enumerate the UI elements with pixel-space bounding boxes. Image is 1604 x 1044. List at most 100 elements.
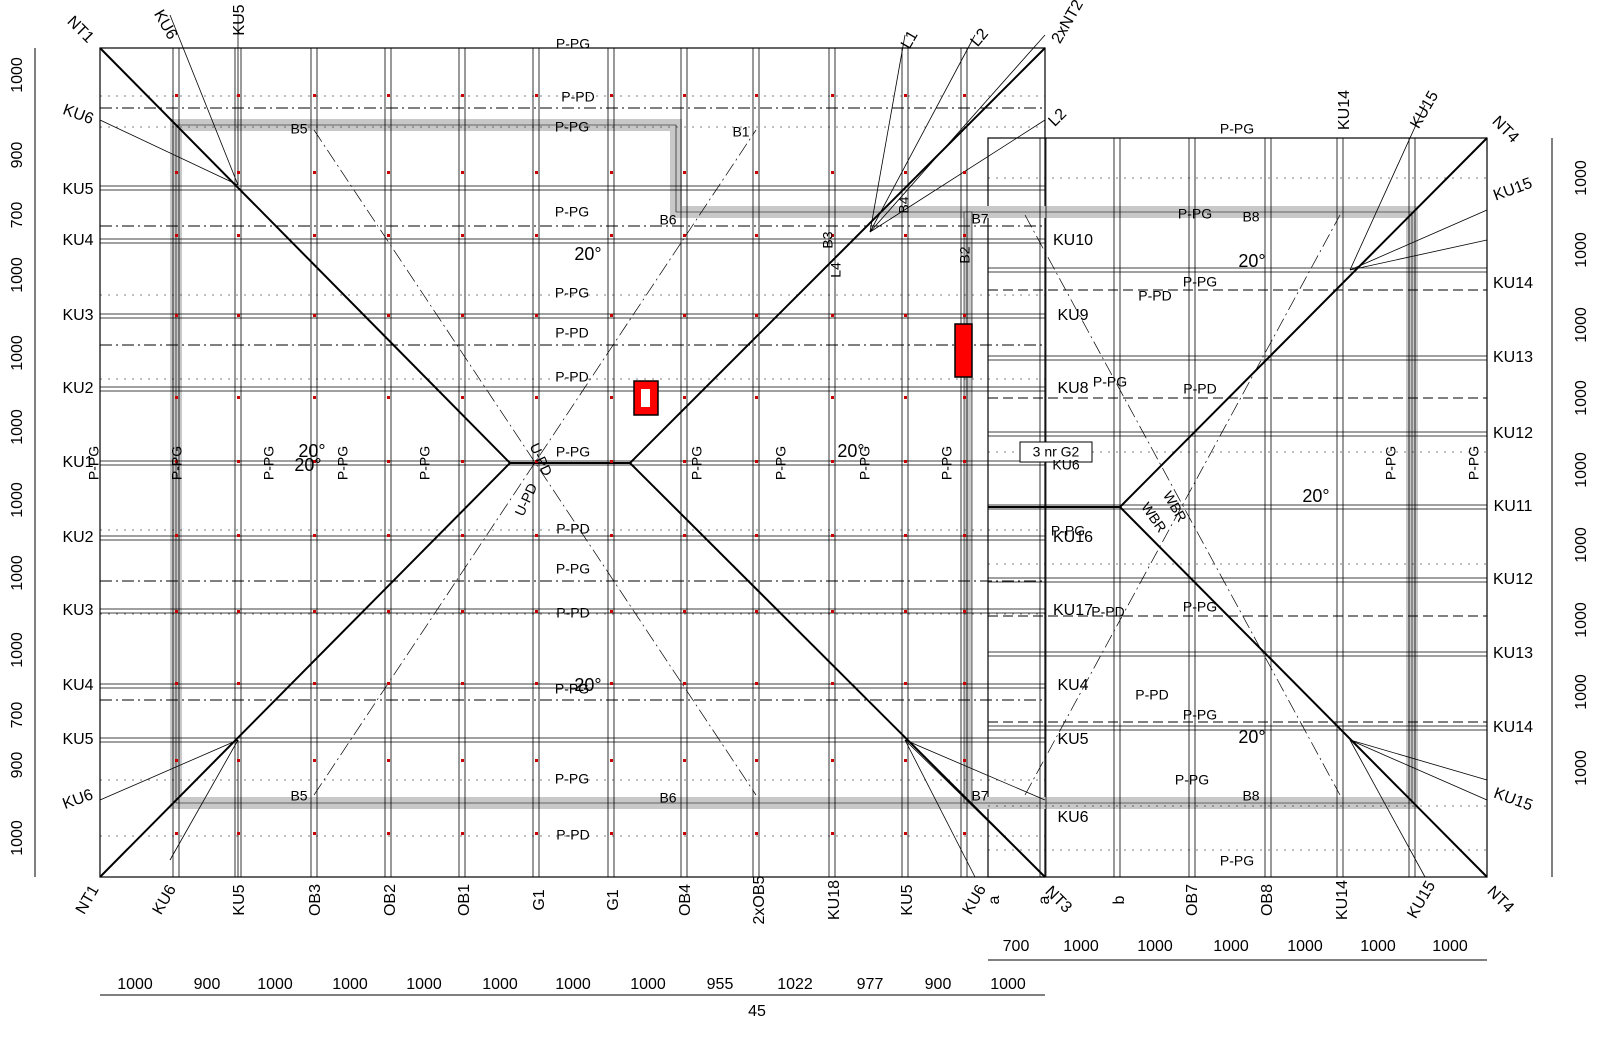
fastener-marker <box>387 314 390 317</box>
fastener-marker <box>237 534 240 537</box>
batten-label: P-PG <box>555 119 589 135</box>
fastener-marker <box>313 682 316 685</box>
fastener-marker <box>387 396 390 399</box>
bottom-label: KU14 <box>1334 880 1351 920</box>
fastener-marker <box>535 94 538 97</box>
fastener-marker <box>175 460 178 463</box>
fastener-marker <box>904 610 907 613</box>
side-label: KU15 <box>1491 785 1535 815</box>
fastener-marker <box>963 682 966 685</box>
fastener-marker <box>610 759 613 762</box>
diagonal-line <box>313 129 757 796</box>
fastener-marker <box>683 171 686 174</box>
dim-label: 700 <box>9 202 26 229</box>
dim-label: 1000 <box>1213 938 1249 955</box>
fastener-marker <box>963 832 966 835</box>
dim-label: 45 <box>748 1003 766 1020</box>
fan-line <box>1349 739 1426 878</box>
fastener-marker <box>313 171 316 174</box>
bottom-label: OB1 <box>456 884 473 916</box>
fastener-marker <box>461 682 464 685</box>
pitch-label: 20° <box>1302 486 1329 506</box>
bottom-label: OB2 <box>382 884 399 916</box>
fastener-marker <box>831 534 834 537</box>
fastener-marker <box>610 534 613 537</box>
batten-label: P-PG <box>1220 121 1254 137</box>
fastener-marker <box>963 171 966 174</box>
pitch-label: 20° <box>294 455 321 475</box>
fastener-marker <box>387 832 390 835</box>
fastener-marker <box>963 234 966 237</box>
fastener-marker <box>904 832 907 835</box>
dim-label: 1000 <box>482 976 518 993</box>
fastener-marker <box>461 460 464 463</box>
side-label: KU3 <box>62 307 93 324</box>
dim-label: 1000 <box>1063 938 1099 955</box>
fastener-marker <box>963 534 966 537</box>
vertical-batten-label: P-PG <box>857 446 873 480</box>
fastener-marker <box>535 460 538 463</box>
corner-label: KU15 <box>1407 88 1442 131</box>
dim-label: 1000 <box>1573 527 1590 563</box>
fastener-marker <box>963 314 966 317</box>
batten-label: P-PG <box>1093 374 1127 390</box>
dim-label: 1000 <box>1573 750 1590 786</box>
vertical-batten-label: P-PG <box>417 446 433 480</box>
dim-label: 1000 <box>1360 938 1396 955</box>
corner-label: KU6 <box>150 7 180 43</box>
roof-labels-layer: NT1 KU6 KU5 L1 L2 2xNT2 L2 KU14 KU15 NT4 KU6 KU5 KU4… <box>9 0 1590 1020</box>
fastener-marker <box>535 610 538 613</box>
bottom-label: a <box>986 895 1003 904</box>
fastener-marker <box>831 460 834 463</box>
fastener-marker <box>175 314 178 317</box>
side-label: KU5 <box>62 731 93 748</box>
fastener-marker <box>755 682 758 685</box>
batten-label: P-PG <box>555 771 589 787</box>
fastener-marker <box>755 610 758 613</box>
batten-label: P-PG <box>555 681 589 697</box>
fastener-marker <box>683 534 686 537</box>
batten-label: P-PG <box>1183 707 1217 723</box>
dim-label: 1000 <box>990 976 1026 993</box>
dim-label: 1000 <box>332 976 368 993</box>
fastener-marker <box>237 610 240 613</box>
valley-band <box>963 211 973 804</box>
side-label: KU16 <box>1053 529 1093 546</box>
fastener-marker <box>755 460 758 463</box>
beam-label: B5 <box>290 121 307 137</box>
fan-line <box>1349 209 1488 271</box>
hip-line <box>1119 137 1488 508</box>
dim-label: 1000 <box>1573 674 1590 710</box>
chimney-2 <box>954 323 973 378</box>
bottom-label: OB4 <box>677 884 694 916</box>
fastener-marker <box>831 682 834 685</box>
fastener-marker <box>313 396 316 399</box>
fastener-marker <box>387 759 390 762</box>
fastener-marker <box>535 234 538 237</box>
pitch-label: 20° <box>837 441 864 461</box>
dim-label: 700 <box>9 702 26 729</box>
beam-label: B7 <box>971 788 988 804</box>
side-label: KU12 <box>1493 425 1533 442</box>
dim-label: 900 <box>925 976 952 993</box>
beam-label: B1 <box>732 124 749 140</box>
fastener-marker <box>904 460 907 463</box>
fastener-marker <box>755 234 758 237</box>
beam-label: B8 <box>1242 788 1259 804</box>
batten-label: P-PD <box>1138 288 1171 304</box>
fastener-marker <box>387 682 390 685</box>
fastener-marker <box>904 234 907 237</box>
fastener-marker <box>461 396 464 399</box>
batten-label: P-PD <box>1091 604 1124 620</box>
fan-line <box>904 739 976 878</box>
fastener-marker <box>904 759 907 762</box>
fastener-marker <box>755 759 758 762</box>
fastener-marker <box>175 759 178 762</box>
beam-label: B6 <box>659 212 676 228</box>
beam-label: B4 <box>896 196 912 213</box>
dim-label: 900 <box>194 976 221 993</box>
fastener-marker <box>461 314 464 317</box>
dim-label: 1000 <box>1137 938 1173 955</box>
dim-label: 1000 <box>1432 938 1468 955</box>
vertical-batten-label: P-PG <box>1383 446 1399 480</box>
